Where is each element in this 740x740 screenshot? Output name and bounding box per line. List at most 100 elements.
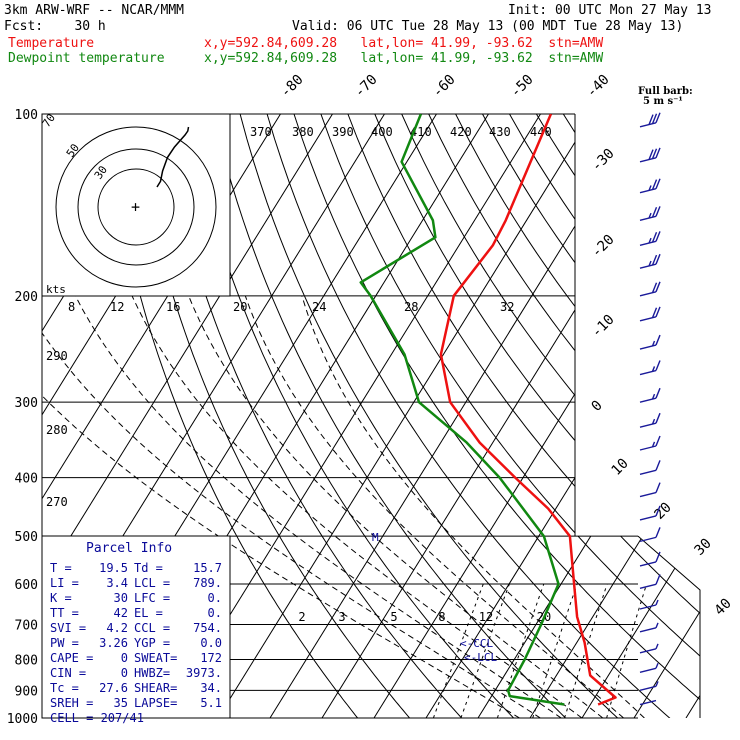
upper-scale-label: 28: [404, 300, 418, 314]
parcel-info-cell: SHEAR=: [134, 681, 177, 695]
parcel-info-cell: PW =: [50, 636, 79, 650]
wind-barb-staff: [639, 667, 657, 673]
wind-barb-staff: [639, 263, 657, 269]
moist-adiabat-line: [74, 295, 562, 718]
theta-label: 370: [250, 125, 272, 139]
isotherm-line: [581, 114, 700, 718]
wind-barb: [639, 412, 661, 428]
parcel-info-cell: Td =: [134, 561, 163, 575]
isotherm-label: -40: [584, 72, 613, 101]
parcel-info-cell: 0: [121, 666, 128, 680]
parcel-info-cell: 4.2: [106, 621, 128, 635]
hodograph-ring: [77, 148, 195, 266]
wind-barb: [639, 699, 657, 706]
wind-barb: [639, 460, 661, 476]
parcel-info-cell: 34.: [200, 681, 222, 695]
parcel-info-cell: T =: [50, 561, 72, 575]
wind-barb-flag: [655, 387, 661, 399]
wind-barb-staff: [639, 369, 657, 376]
dry-adiabat-line: [562, 114, 700, 718]
mixing-ratio-label: 2: [298, 610, 305, 624]
wind-barb: [639, 681, 659, 692]
hodograph-ring: [97, 168, 175, 246]
parcel-info-rows: T = 19.5 Td = 15.7 LI = 3.4 LCL = 789. K = 30 LFC …: [50, 561, 222, 725]
hodograph-ring-label: 30: [92, 163, 110, 181]
barb-legend-value: 5 m s⁻¹: [643, 96, 683, 107]
wind-barb: [639, 360, 661, 376]
dry-adiabat-line: [239, 114, 632, 718]
isotherm-line: [269, 114, 645, 718]
wind-barb-flag: [655, 306, 661, 318]
temperature-legend-label: Temperature: [8, 36, 94, 51]
wind-barb-flag: [655, 231, 661, 242]
temperature-trace: [439, 114, 617, 706]
wind-barb-staff: [639, 561, 657, 567]
mixing-ratio-line: [496, 583, 545, 718]
wind-barb-flag: [655, 460, 661, 471]
wind-barb-staff: [639, 422, 657, 428]
wind-barb: [639, 281, 661, 297]
dry-adiabat-line: [374, 114, 700, 718]
mixing-ratio-line: [532, 583, 578, 718]
dewpoint-trace: [359, 114, 565, 706]
wind-barb-staff: [639, 397, 657, 403]
parcel-info-cell: TT =: [50, 606, 79, 620]
dry-adiabat-line: [320, 114, 700, 718]
parcel-info-cell: 0.0: [200, 636, 222, 650]
moist-adiabat-line: [188, 295, 604, 718]
parcel-info-cell: 3.26: [99, 636, 128, 650]
hodograph-ring-label: 70: [40, 111, 58, 129]
parcel-info-cell: CAPE =: [50, 651, 93, 665]
wind-barb: [639, 306, 661, 322]
theta-side-label: 270: [46, 495, 68, 509]
wind-barb-staff: [639, 316, 657, 322]
wind-barb-staff: [639, 491, 657, 498]
parcel-info-cell: 0: [121, 651, 128, 665]
wind-barb-staff: [639, 469, 657, 476]
isotherm-line: [425, 114, 700, 718]
parcel-info-cell: 0.: [208, 591, 222, 605]
wind-barb-flag: [655, 360, 661, 371]
parcel-info-cell: Tc =: [50, 681, 79, 695]
wind-barb-staff: [639, 604, 657, 610]
wind-barb-flag: [655, 206, 661, 217]
parcel-info-box: [41, 535, 231, 719]
parcel-info-cell: 3973.: [186, 666, 222, 680]
theta-label: 420: [450, 125, 472, 139]
theta-label: 430: [489, 125, 511, 139]
isotherm-label: 40: [712, 596, 735, 619]
dry-adiabat-line: [131, 114, 422, 718]
wind-barb-flag: [651, 307, 658, 318]
barb-legend: Full barb: 5 m s⁻¹: [638, 86, 693, 107]
wind-barb: [639, 505, 661, 521]
wind-barb-flag: [655, 574, 661, 585]
theta-side-label: 290: [46, 349, 68, 363]
wind-barb-staff: [639, 445, 657, 451]
pressure-tick-label: 800: [15, 653, 38, 668]
hodograph: 70 50 30 + kts: [40, 111, 231, 297]
dry-adiabat-line: [482, 114, 700, 718]
wind-barb-staff: [639, 240, 657, 247]
wind-barb-flag: [648, 260, 652, 267]
parcel-info-cell: 0.: [208, 606, 222, 620]
parcel-info-cell: 27.6: [99, 681, 128, 695]
ccl-marker: <-CCL: [460, 637, 493, 650]
parcel-info-cell: 172: [200, 651, 222, 665]
moist-adiabat-line: [42, 295, 520, 718]
theta-side-label: 280: [46, 423, 68, 437]
mixing-ratio-label: 3: [338, 610, 345, 624]
wind-barb-flag: [655, 681, 659, 687]
hodograph-ring: [55, 126, 217, 288]
wind-barb-staff: [639, 215, 657, 222]
wind-barb-staff: [639, 627, 657, 633]
parcel-info-cell: 30: [114, 591, 128, 605]
theta-label: 440: [530, 125, 552, 139]
wind-barb-flag: [655, 599, 659, 606]
wind-barb-flag: [655, 505, 661, 517]
parcel-info-cell: HWBZ=: [134, 666, 170, 680]
forecast-hour: Fcst: 30 h: [4, 19, 106, 34]
wind-barb-flag: [655, 622, 659, 629]
upper-scale-label: 32: [500, 300, 514, 314]
parcel-info-panel: Parcel Info T = 19.5 Td = 15.7 LI = 3.4 LCL = 7…: [41, 535, 231, 725]
dry-adiabat-line: [105, 114, 369, 718]
